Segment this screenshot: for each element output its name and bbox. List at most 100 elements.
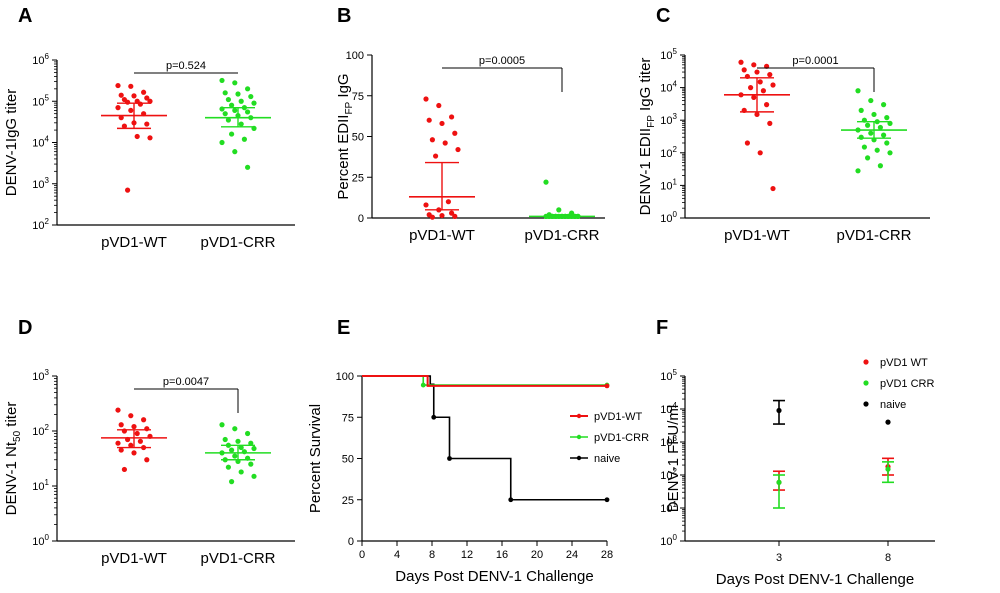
x-axis-label: Days Post DENV-1 Challenge	[716, 571, 914, 588]
data-point	[738, 59, 744, 65]
data-point	[115, 440, 121, 446]
data-point	[767, 120, 773, 126]
panel-B: B 0 25 50 75 100 pVD1-WT pVD1-CRR p=0.0005	[337, 5, 605, 244]
data-point	[868, 130, 874, 136]
data-point	[744, 140, 751, 146]
data-point	[556, 207, 562, 213]
data-point	[232, 453, 238, 459]
data-point	[128, 107, 134, 114]
data-point	[445, 199, 451, 205]
x-tick-label: 8	[429, 549, 435, 561]
censor-marker	[420, 382, 426, 388]
tick-base: 10	[32, 536, 44, 548]
data-point	[222, 111, 228, 117]
tick-exponent: 2	[673, 467, 678, 476]
data-point	[455, 146, 461, 153]
y-tick-label: 105	[660, 368, 677, 383]
data-point	[868, 97, 874, 104]
data-point	[248, 461, 254, 467]
y-label-pre: DENV-1 EDII	[637, 128, 654, 216]
data-point	[865, 122, 871, 128]
data-point	[232, 426, 238, 432]
y-tick-label: 0	[348, 536, 354, 548]
y-tick-label: 25	[342, 495, 354, 507]
data-point	[141, 417, 147, 423]
tick-base: 10	[660, 536, 672, 548]
tick-exponent: 1	[673, 177, 678, 186]
data-point	[858, 107, 864, 113]
data-point	[229, 102, 235, 108]
data-point	[147, 135, 153, 141]
x-category-label: pVD1-CRR	[524, 227, 599, 244]
tick-base: 10	[32, 481, 44, 493]
data-point	[238, 469, 244, 475]
data-point	[760, 88, 767, 94]
data-point	[770, 185, 776, 192]
data-point	[436, 102, 442, 109]
data-point	[858, 134, 864, 140]
tick-base: 10	[660, 180, 672, 192]
data-point	[248, 440, 254, 446]
y-tick-label: 104	[660, 80, 677, 95]
data-point	[757, 79, 763, 85]
y-tick-label: 100	[336, 371, 354, 383]
y-tick-label: 106	[32, 52, 49, 67]
tick-base: 10	[660, 503, 672, 515]
y-tick-label: 103	[660, 434, 677, 449]
data-point	[144, 95, 150, 101]
data-point	[442, 140, 448, 146]
data-point	[251, 100, 257, 106]
y-tick-label: 102	[660, 467, 677, 482]
tick-base: 10	[660, 437, 672, 449]
x-category-label: pVD1-WT	[724, 227, 790, 244]
x-category-label: pVD1-CRR	[836, 227, 911, 244]
data-point	[144, 457, 150, 463]
data-point	[874, 147, 880, 153]
tick-base: 10	[32, 55, 44, 67]
data-point	[241, 136, 247, 142]
tick-exponent: 3	[673, 112, 678, 121]
y-tick-label: 104	[32, 135, 49, 150]
y-tick-label: 25	[352, 172, 364, 184]
censor-marker	[604, 383, 610, 389]
data-point	[433, 153, 439, 159]
data-point	[141, 89, 147, 95]
y-label-sub: FP	[646, 115, 657, 128]
y-label-pre: Percent EDII	[335, 115, 352, 200]
tick-exponent: 6	[45, 52, 50, 61]
legend-label: naive	[594, 453, 620, 465]
legend-marker	[576, 413, 582, 419]
tick-exponent: 1	[673, 500, 678, 509]
y-axis-label: DENV-1 FFU/ml	[665, 405, 682, 513]
data-point	[748, 85, 754, 91]
data-point	[855, 168, 861, 174]
y-tick-label: 50	[352, 132, 364, 144]
survival-line-0	[362, 375, 607, 387]
data-point	[222, 436, 228, 443]
data-point	[235, 438, 241, 444]
x-tick-label: 28	[601, 549, 613, 561]
tick-exponent: 0	[673, 210, 678, 219]
tick-exponent: 2	[45, 217, 50, 226]
data-point	[877, 124, 884, 131]
x-category-label: pVD1-WT	[101, 550, 167, 567]
x-category-label: pVD1-CRR	[200, 550, 275, 567]
data-point	[222, 90, 228, 96]
data-point	[131, 450, 137, 456]
tick-exponent: 1	[45, 478, 50, 487]
y-axis-label: DENV-1 EDIIFP IgG titer	[637, 58, 657, 216]
x-tick-label: 0	[359, 549, 365, 561]
censor-marker	[447, 456, 452, 461]
tick-exponent: 5	[45, 93, 50, 102]
data-point	[229, 131, 235, 137]
data-point	[751, 62, 757, 68]
data-point	[881, 102, 887, 108]
legend-marker	[863, 380, 869, 386]
x-category-label: 8	[885, 552, 891, 564]
data-point	[885, 466, 891, 472]
y-tick-label: 103	[660, 112, 677, 127]
y-axis-label: DENV-1IgG titer	[3, 89, 20, 197]
data-point	[144, 121, 150, 127]
